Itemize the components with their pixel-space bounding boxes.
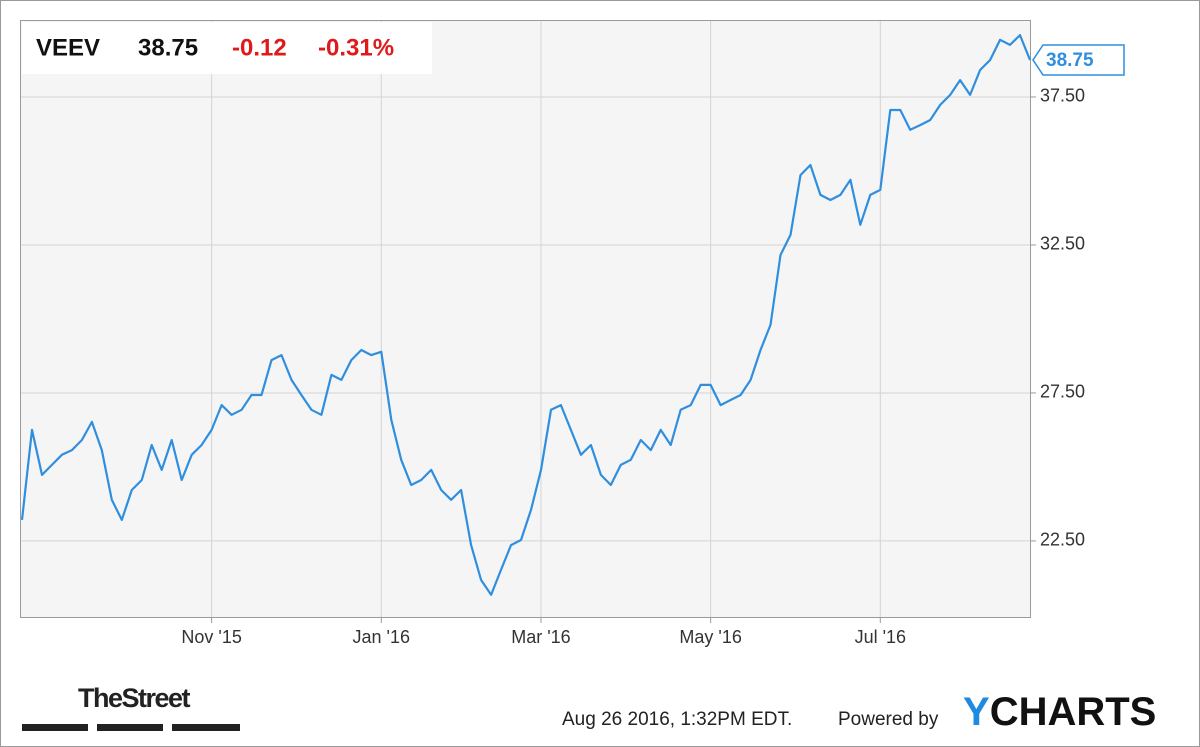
logo: TheStreet xyxy=(78,683,191,713)
marks xyxy=(20,34,1032,596)
powered-by: Powered by xyxy=(838,709,939,730)
plot-area xyxy=(20,20,1031,618)
x-tick-label: Jan '16 xyxy=(353,627,410,647)
header-box xyxy=(22,22,432,74)
change-pct: -0.31% xyxy=(318,34,394,61)
grid xyxy=(21,21,1036,623)
change: -0.12 xyxy=(232,34,287,61)
brand-rest: CHARTS xyxy=(990,690,1157,734)
brand-first: Y xyxy=(963,690,990,734)
brand: YCHARTS xyxy=(963,690,1156,734)
ticker: VEEV xyxy=(36,34,100,61)
timestamp: Aug 26 2016, 1:32PM EDT. xyxy=(562,709,792,730)
logo-bar xyxy=(97,724,163,731)
x-tick-label: May '16 xyxy=(679,627,741,647)
logo-bar xyxy=(22,724,88,731)
x-tick-label: Mar '16 xyxy=(511,627,570,647)
logo-bar xyxy=(172,724,240,731)
last-price-label: 38.75 xyxy=(1046,50,1094,71)
y-tick-label: 32.50 xyxy=(1040,234,1085,254)
x-tick-label: Jul '16 xyxy=(855,627,906,647)
y-tick-label: 37.50 xyxy=(1040,86,1085,106)
price-line xyxy=(20,34,1032,596)
price: 38.75 xyxy=(138,34,198,61)
y-tick-label: 22.50 xyxy=(1040,530,1085,550)
last-price-tag xyxy=(1032,44,1125,76)
x-tick-label: Nov '15 xyxy=(181,627,241,647)
y-tick-label: 27.50 xyxy=(1040,382,1085,402)
